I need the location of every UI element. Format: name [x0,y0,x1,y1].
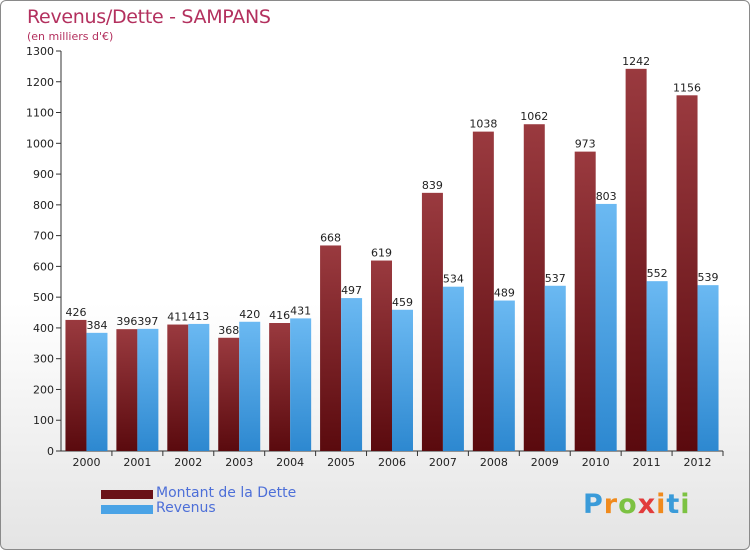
bar-debt [371,260,392,451]
data-label-revenue: 397 [137,315,158,328]
y-tick-label: 700 [33,230,54,243]
logo-letter: x [637,489,657,520]
data-label-revenue: 534 [443,273,464,286]
logo-letter: t [666,489,681,520]
data-label-debt: 668 [320,231,341,244]
logo-letter: i [656,489,667,520]
data-label-debt: 1062 [520,110,548,123]
bar-debt [116,329,138,451]
x-tick-label: 2002 [174,456,202,469]
logo-letter: i [680,489,691,520]
x-tick-label: 2008 [480,456,508,469]
data-label-revenue: 497 [341,284,362,297]
bar-debt [421,192,443,451]
y-tick-label: 1200 [26,76,54,89]
chart-subtitle: (en milliers d'€) [27,30,114,43]
x-tick-label: 2010 [582,456,610,469]
data-label-revenue: 431 [290,304,311,317]
data-label-revenue: 552 [647,267,668,280]
data-label-debt: 1242 [622,55,650,68]
bar-revenue [137,328,159,451]
logo-letter: r [603,489,619,520]
x-tick-label: 2009 [531,456,559,469]
bar-revenue [442,286,464,451]
x-tick-label: 2004 [276,456,304,469]
y-tick-label: 500 [33,291,54,304]
bar-revenue [86,332,108,451]
y-tick-label: 0 [47,445,54,458]
data-label-debt: 426 [65,306,86,319]
x-tick-label: 2012 [684,456,712,469]
data-label-revenue: 420 [239,308,260,321]
x-tick-label: 2011 [633,456,661,469]
bar-debt [523,124,545,451]
y-tick-label: 1100 [26,107,54,120]
data-label-debt: 619 [371,247,392,260]
data-label-debt: 1038 [469,118,497,131]
x-tick-label: 2001 [123,456,151,469]
x-tick-label: 2006 [378,456,406,469]
x-tick-label: 2005 [327,456,355,469]
bar-revenue [493,300,515,451]
bar-debt [218,337,240,451]
bar-debt [320,245,342,451]
logo-letter: P [583,489,604,520]
chart-title: Revenus/Dette - SAMPANS [27,6,271,28]
data-label-revenue: 413 [188,310,209,323]
bar-debt [676,95,698,452]
bar-debt [65,319,87,451]
x-tick-label: 2000 [72,456,100,469]
y-tick-label: 100 [33,414,54,427]
data-label-revenue: 489 [494,287,515,300]
data-label-revenue: 537 [545,272,566,285]
legend-swatch-revenue [101,505,153,514]
proxiti-logo: Proxiti [583,489,691,520]
y-tick-label: 1000 [26,137,54,150]
data-label-revenue: 803 [596,190,617,203]
data-label-debt: 396 [116,315,137,328]
y-tick-label: 1300 [26,45,54,58]
y-tick-label: 200 [33,383,54,396]
data-label-debt: 973 [575,138,596,151]
bar-revenue [188,323,210,451]
legend-label-debt: Montant de la Dette [156,485,297,501]
bar-revenue [392,309,413,451]
data-label-debt: 1156 [673,81,701,94]
data-label-revenue: 384 [86,319,107,332]
data-label-debt: 839 [422,179,443,192]
bar-debt [167,324,189,451]
y-tick-label: 300 [33,353,54,366]
bar-revenue [341,298,363,451]
bar-debt [625,68,647,451]
y-tick-label: 900 [33,168,54,181]
data-label-revenue: 459 [392,296,413,309]
data-label-debt: 368 [218,324,239,337]
data-label-debt: 411 [167,311,188,324]
y-tick-label: 600 [33,260,54,273]
bar-debt [269,323,291,451]
bar-revenue [646,281,668,451]
y-tick-label: 400 [33,322,54,335]
legend-label-revenue: Revenus [156,500,216,516]
x-tick-label: 2003 [225,456,253,469]
legend-swatch-debt [101,490,153,499]
bar-debt [472,131,494,451]
bar-revenue [290,318,312,451]
x-tick-label: 2007 [429,456,457,469]
bar-revenue [544,285,566,451]
logo-letter: o [618,489,638,520]
bars [65,68,719,452]
bar-revenue [239,321,261,451]
bar-debt [574,151,596,451]
bar-revenue [595,203,617,451]
data-label-revenue: 539 [698,271,719,284]
data-label-debt: 416 [269,309,290,322]
y-tick-label: 800 [33,199,54,212]
bar-revenue [697,285,719,451]
